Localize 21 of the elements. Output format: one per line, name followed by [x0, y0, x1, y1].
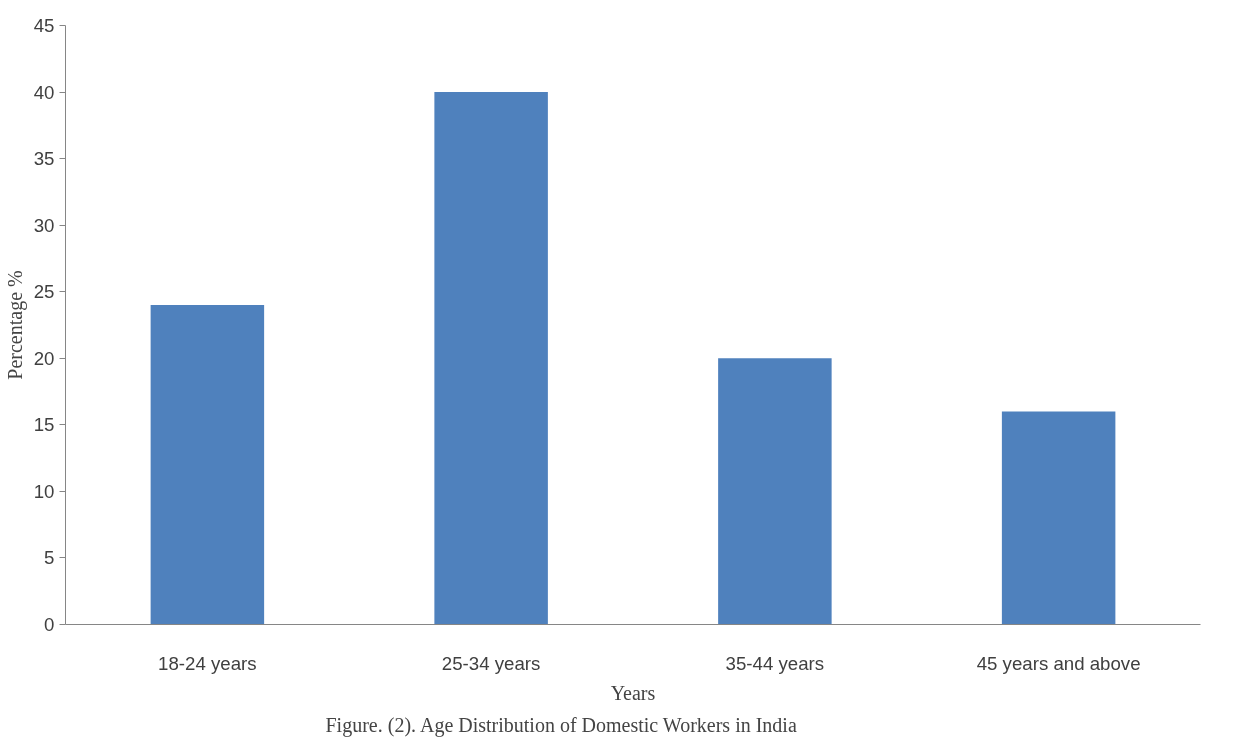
x-tick-label: 25-34 years [441, 652, 541, 674]
y-tick-label: 35 [33, 148, 55, 170]
bar [434, 92, 548, 625]
x-tick-label: 35-44 years [725, 652, 825, 674]
y-tick-label: 10 [33, 480, 55, 502]
y-tick-label: 40 [33, 81, 55, 103]
x-tick-label: 18-24 years [158, 652, 257, 674]
bar [150, 305, 265, 625]
text: Figure. (2). Age Distribution of Domestic Workers in India [325, 713, 797, 737]
y-tick-label: 15 [33, 414, 55, 436]
bar [718, 358, 832, 625]
bar [1001, 411, 1116, 625]
y-tick-label: 0 [44, 614, 55, 635]
y-tick-label: 45 [33, 15, 55, 36]
y-tick-label: 30 [33, 214, 55, 236]
y-axis-title: Percentage % [3, 270, 27, 380]
y-tick-label: 20 [33, 347, 55, 369]
x-axis-title: Years [610, 681, 656, 704]
y-tick-label: 25 [33, 281, 55, 303]
y-tick-label: 5 [44, 547, 55, 569]
x-tick-label: 45 years and above [976, 652, 1141, 674]
